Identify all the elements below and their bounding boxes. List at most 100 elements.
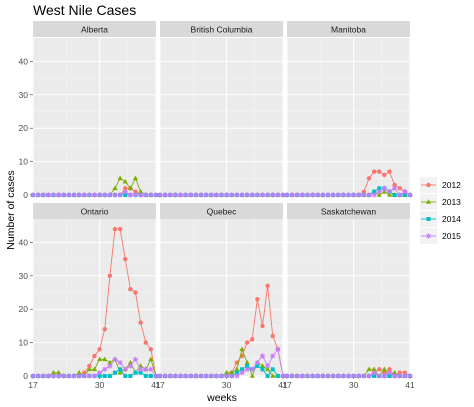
facet-british-columbia: British Columbia bbox=[157, 21, 286, 198]
data-point bbox=[50, 192, 57, 198]
data-point bbox=[361, 189, 367, 194]
data-point bbox=[97, 192, 103, 198]
data-point bbox=[132, 356, 139, 362]
data-point bbox=[127, 185, 133, 191]
data-point bbox=[310, 192, 316, 198]
data-point bbox=[382, 370, 387, 375]
data-point bbox=[265, 366, 271, 372]
data-point bbox=[280, 373, 286, 379]
data-point bbox=[107, 359, 113, 365]
data-point bbox=[356, 192, 362, 198]
data-point bbox=[97, 374, 102, 378]
data-point bbox=[294, 192, 300, 198]
y-tick-label: 10 bbox=[19, 157, 29, 167]
legend-item-2015: 2015 bbox=[420, 228, 461, 244]
data-point bbox=[113, 370, 117, 375]
data-point bbox=[122, 189, 128, 195]
x-tick-label: 41 bbox=[405, 380, 415, 390]
data-point bbox=[107, 374, 112, 378]
data-point bbox=[335, 373, 341, 379]
series-2015 bbox=[30, 356, 159, 379]
data-point bbox=[259, 192, 266, 198]
data-point bbox=[45, 192, 51, 198]
data-point bbox=[123, 374, 128, 378]
data-point bbox=[304, 373, 311, 379]
data-point bbox=[244, 340, 250, 345]
data-point bbox=[240, 367, 244, 372]
data-point bbox=[127, 359, 133, 365]
data-point bbox=[50, 369, 57, 375]
data-point bbox=[172, 192, 178, 198]
data-point bbox=[259, 363, 266, 368]
data-point bbox=[244, 366, 250, 372]
data-point bbox=[392, 369, 398, 375]
data-point bbox=[71, 373, 77, 379]
data-point bbox=[102, 327, 107, 332]
panel-background bbox=[33, 219, 156, 376]
legend-label: 2013 bbox=[442, 197, 461, 207]
data-point bbox=[50, 373, 57, 379]
data-point bbox=[112, 356, 118, 362]
data-point bbox=[66, 373, 72, 379]
data-point bbox=[123, 256, 128, 262]
data-point bbox=[304, 192, 311, 198]
data-point bbox=[402, 370, 408, 375]
data-point bbox=[371, 169, 377, 174]
legend-label: 2012 bbox=[442, 180, 461, 190]
data-point bbox=[157, 373, 163, 379]
data-point bbox=[315, 373, 321, 379]
data-point bbox=[376, 373, 382, 379]
data-point bbox=[372, 189, 377, 194]
data-point bbox=[270, 333, 275, 339]
data-point bbox=[123, 193, 128, 197]
data-point bbox=[407, 192, 413, 198]
data-point bbox=[122, 178, 128, 184]
data-point bbox=[148, 347, 154, 352]
data-point bbox=[112, 192, 118, 198]
data-point bbox=[315, 192, 321, 198]
facet-strip-label: British Columbia bbox=[191, 25, 253, 35]
data-point bbox=[91, 192, 98, 198]
facet-panels: Alberta 0 10 20 30 40 British Columbia Manitoba… bbox=[19, 21, 415, 390]
data-point bbox=[330, 192, 336, 198]
data-point bbox=[102, 374, 107, 378]
data-point bbox=[244, 359, 250, 365]
data-point bbox=[299, 373, 305, 379]
data-point bbox=[143, 340, 148, 345]
data-point bbox=[153, 373, 159, 379]
data-point bbox=[143, 374, 148, 378]
data-point bbox=[117, 192, 123, 198]
data-point bbox=[117, 369, 123, 375]
data-point bbox=[127, 363, 133, 369]
data-point bbox=[284, 373, 290, 379]
data-point bbox=[91, 373, 98, 379]
x-tick-label: 41 bbox=[151, 380, 161, 390]
data-point bbox=[56, 373, 62, 379]
data-point bbox=[102, 366, 108, 372]
data-point bbox=[255, 363, 260, 368]
data-point bbox=[249, 192, 255, 198]
data-point bbox=[122, 366, 128, 372]
data-point bbox=[392, 182, 397, 188]
data-point bbox=[117, 226, 123, 232]
data-point bbox=[224, 369, 230, 375]
data-point bbox=[289, 192, 295, 198]
facet-manitoba: Manitoba bbox=[284, 21, 413, 198]
data-point bbox=[270, 367, 275, 372]
data-point bbox=[45, 373, 51, 379]
data-point bbox=[325, 373, 331, 379]
data-point bbox=[40, 192, 46, 198]
data-point bbox=[381, 185, 387, 191]
facet-strip bbox=[160, 203, 283, 219]
data-point bbox=[397, 370, 402, 375]
data-point bbox=[112, 185, 118, 191]
data-point bbox=[245, 363, 250, 368]
data-point bbox=[254, 192, 260, 198]
series-2015 bbox=[284, 185, 413, 198]
data-point bbox=[107, 273, 113, 278]
data-point bbox=[127, 192, 133, 198]
facet-saskatchewan: Saskatchewan 17 30 41 bbox=[282, 203, 415, 390]
data-point bbox=[172, 373, 178, 379]
x-tick-label: 30 bbox=[349, 380, 359, 390]
data-point bbox=[234, 366, 240, 372]
